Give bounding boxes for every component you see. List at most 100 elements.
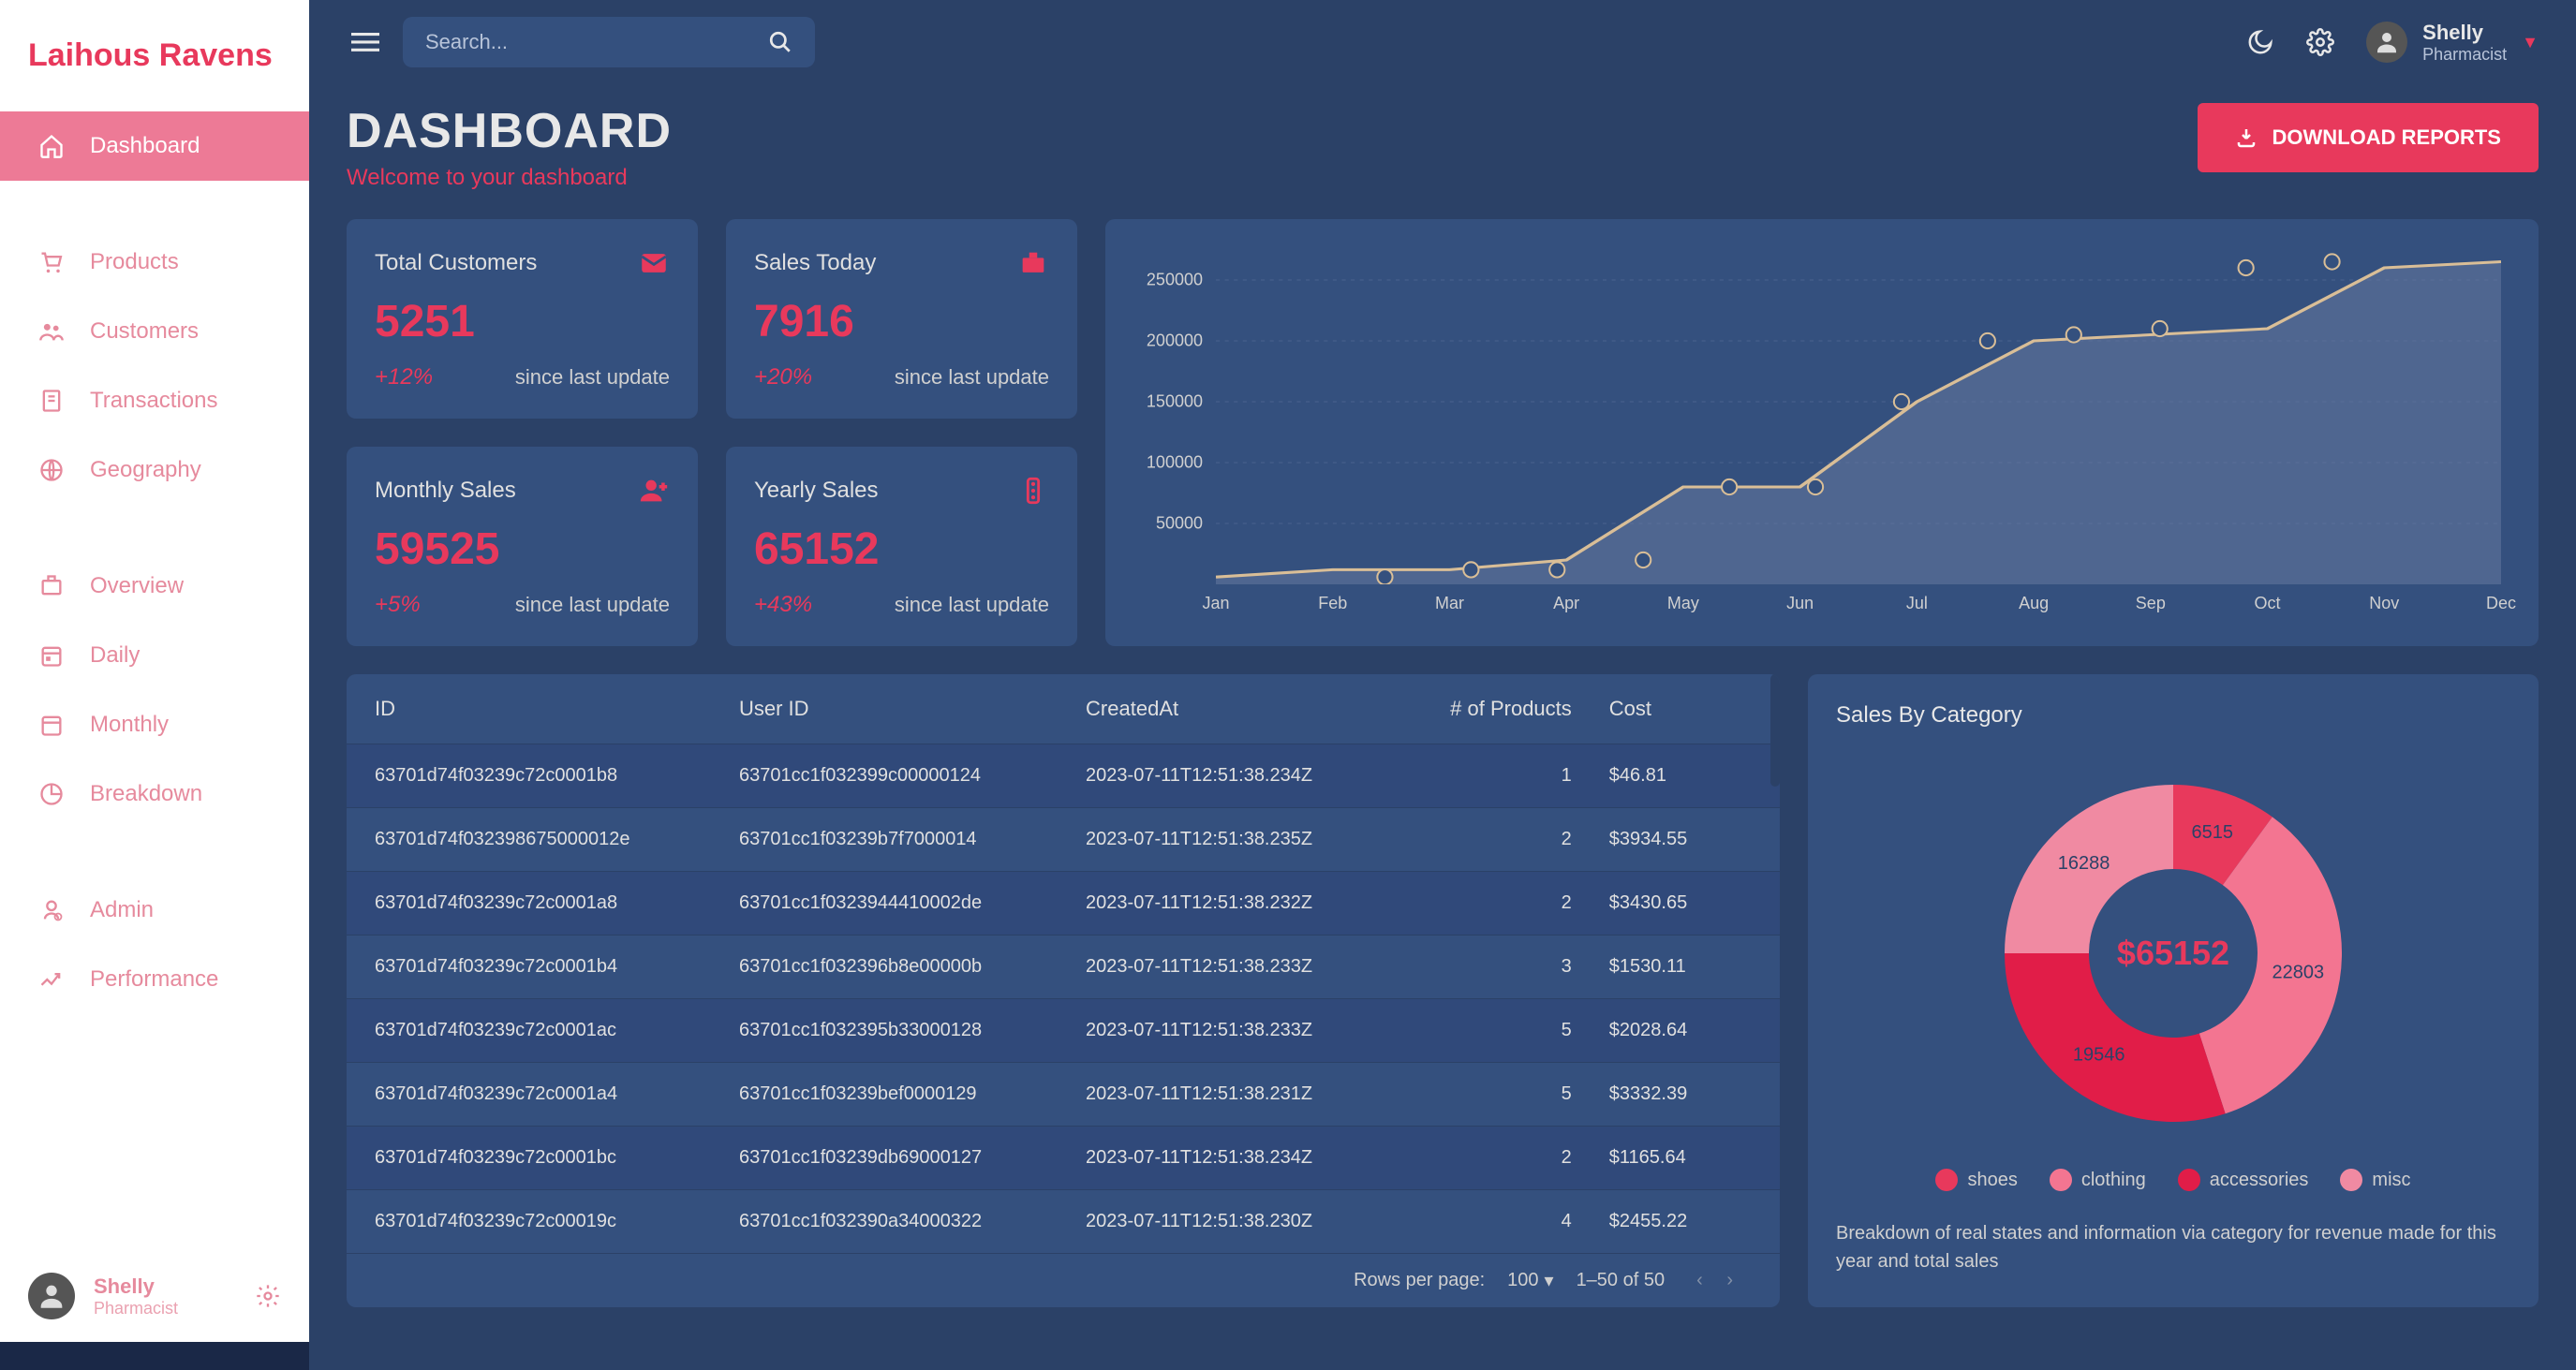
legend-item[interactable]: shoes: [1935, 1169, 2017, 1191]
sidebar-item-dashboard[interactable]: Dashboard: [0, 111, 309, 181]
nav: Dashboard Products Customers TransactionsGe…: [0, 111, 309, 1250]
settings-icon[interactable]: [2306, 28, 2334, 56]
download-reports-button[interactable]: DOWNLOAD REPORTS: [2198, 103, 2539, 172]
sales-category-card: Sales By Category 6515228031954616288 $6…: [1808, 674, 2539, 1307]
donut-description: Breakdown of real states and information…: [1836, 1219, 2510, 1275]
table-cell: 2: [1394, 1127, 1591, 1190]
stat-label: Monthly Sales: [375, 478, 516, 504]
table-cell: 63701d74f03239c72c0001bc: [347, 1127, 720, 1190]
admin-icon: [37, 896, 66, 924]
stat-change: +43%: [754, 592, 812, 618]
table-cell: 2023-07-11T12:51:38.233Z: [1067, 935, 1394, 999]
table-cell: 4: [1394, 1190, 1591, 1254]
table-cell: 63701cc1f03239b7f7000014: [720, 808, 1067, 872]
sidebar-item-overview[interactable]: Overview: [0, 552, 309, 621]
donut-legend: shoes clothing accessories misc: [1836, 1169, 2510, 1191]
donut-chart: 6515228031954616288 $65152: [1836, 747, 2510, 1159]
table-header[interactable]: ID: [347, 674, 720, 744]
table-cell: 63701d74f03239c72c0001b8: [347, 744, 720, 808]
calendar-today-icon: [37, 641, 66, 670]
user-menu[interactable]: Shelly Pharmacist ▼: [2366, 21, 2539, 65]
traffic-icon: [1017, 475, 1049, 507]
scrollbar[interactable]: [1770, 674, 1780, 787]
search-box[interactable]: [403, 17, 815, 67]
table-cell: 2023-07-11T12:51:38.234Z: [1067, 1127, 1394, 1190]
avatar-icon: [2366, 22, 2407, 63]
sidebar-item-daily[interactable]: Daily: [0, 621, 309, 690]
calendar-month-icon: [37, 711, 66, 739]
chevron-down-icon: ▼: [2522, 33, 2539, 52]
stat-card: Sales Today7916+20%since last update: [726, 219, 1077, 419]
table-cell: $3934.55: [1591, 808, 1780, 872]
search-input[interactable]: [425, 30, 755, 54]
table-row[interactable]: 63701d74f03239c72c00019c63701cc1f032390a…: [347, 1190, 1780, 1254]
chart-y-labels: 50000100000150000200000250000: [1133, 243, 1208, 584]
table-header[interactable]: User ID: [720, 674, 1067, 744]
sidebar-item-transactions[interactable]: Transactions: [0, 366, 309, 435]
globe-icon: [37, 456, 66, 484]
transactions-table-card: IDUser IDCreatedAt# of ProductsCost 6370…: [347, 674, 1780, 1307]
table-cell: $2455.22: [1591, 1190, 1780, 1254]
stat-label: Yearly Sales: [754, 478, 879, 504]
table-row[interactable]: 63701d74f03239c72c0001b463701cc1f032396b…: [347, 935, 1780, 999]
register-icon: [37, 572, 66, 600]
stat-value: 5251: [375, 296, 670, 347]
stat-label: Total Customers: [375, 250, 537, 276]
register-icon: [1017, 247, 1049, 279]
sidebar-item-breakdown[interactable]: Breakdown: [0, 759, 309, 829]
menu-toggle-icon[interactable]: [347, 23, 384, 61]
legend-label: accessories: [2210, 1170, 2309, 1191]
stat-card: Yearly Sales65152+43%since last update: [726, 447, 1077, 646]
cart-icon: [37, 248, 66, 276]
table-cell: 1: [1394, 744, 1591, 808]
table-row[interactable]: 63701d74f03239c72c0001a463701cc1f03239be…: [347, 1063, 1780, 1127]
table-cell: 2: [1394, 872, 1591, 935]
sidebar-item-geography[interactable]: Geography: [0, 435, 309, 505]
dark-mode-icon[interactable]: [2246, 28, 2274, 56]
sidebar-item-monthly[interactable]: Monthly: [0, 690, 309, 759]
sidebar-user-role: Pharmacist: [94, 1299, 178, 1318]
table-row[interactable]: 63701d74f03239c72c0001a863701cc1f0323944…: [347, 872, 1780, 935]
sidebar-item-customers[interactable]: Customers: [0, 297, 309, 366]
brand-logo: Laihous Ravens: [0, 0, 309, 111]
table-header[interactable]: Cost: [1591, 674, 1780, 744]
nav-label: Breakdown: [90, 781, 202, 807]
search-icon[interactable]: [768, 30, 792, 54]
home-icon: [37, 132, 66, 160]
table-header[interactable]: CreatedAt: [1067, 674, 1394, 744]
table-cell: 63701cc1f032395b33000128: [720, 999, 1067, 1063]
table-cell: $46.81: [1591, 744, 1780, 808]
legend-label: clothing: [2081, 1170, 2146, 1191]
table-row[interactable]: 63701d74f03239c72c0001ac63701cc1f032395b…: [347, 999, 1780, 1063]
svg-text:22803: 22803: [2273, 962, 2325, 982]
rows-per-page-select[interactable]: 100 ▾: [1507, 1269, 1553, 1292]
sidebar-user-name: Shelly: [94, 1274, 178, 1299]
table-cell: 3: [1394, 935, 1591, 999]
sidebar-user[interactable]: Shelly Pharmacist: [0, 1250, 309, 1342]
sidebar-item-products[interactable]: Products: [0, 228, 309, 297]
legend-item[interactable]: accessories: [2178, 1169, 2309, 1191]
table-cell: 2023-07-11T12:51:38.235Z: [1067, 808, 1394, 872]
table-row[interactable]: 63701d74f03239c72c0001b863701cc1f032399c…: [347, 744, 1780, 808]
stat-change: +12%: [375, 364, 433, 390]
table-pager: Rows per page: 100 ▾ 1–50 of 50 ‹ ›: [347, 1253, 1780, 1307]
table-row[interactable]: 63701d74f03239c72c0001bc63701cc1f03239db…: [347, 1127, 1780, 1190]
table-row[interactable]: 63701d74f032398675000012e63701cc1f03239b…: [347, 808, 1780, 872]
table-cell: $1530.11: [1591, 935, 1780, 999]
legend-label: shoes: [1967, 1170, 2017, 1191]
receipt-icon: [37, 387, 66, 415]
chart-x-labels: JanFebMarAprMayJunJulAugSepOctNovDec: [1216, 594, 2501, 622]
pager-next-icon[interactable]: ›: [1726, 1270, 1733, 1290]
topbar: Shelly Pharmacist ▼: [309, 0, 2576, 84]
pager-prev-icon[interactable]: ‹: [1696, 1270, 1703, 1290]
sidebar-item-admin[interactable]: Admin: [0, 876, 309, 945]
gear-icon[interactable]: [255, 1283, 281, 1309]
nav-label: Customers: [90, 318, 199, 345]
legend-item[interactable]: misc: [2340, 1169, 2410, 1191]
table-cell: $2028.64: [1591, 999, 1780, 1063]
legend-item[interactable]: clothing: [2050, 1169, 2146, 1191]
table-cell: 63701d74f03239c72c0001a8: [347, 872, 720, 935]
table-header[interactable]: # of Products: [1394, 674, 1591, 744]
table-cell: 2023-07-11T12:51:38.232Z: [1067, 872, 1394, 935]
sidebar-item-performance[interactable]: Performance: [0, 945, 309, 1014]
